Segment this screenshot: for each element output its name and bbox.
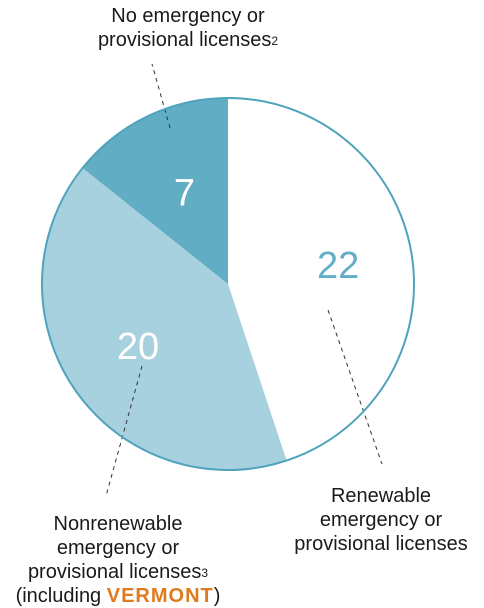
slice-value-renewable: 22 bbox=[317, 245, 359, 287]
leader-line-nonrenewable bbox=[105, 365, 143, 497]
including-prefix: (including bbox=[15, 585, 107, 607]
pie-slice-no-emergency bbox=[82, 98, 228, 284]
label-renewable-line-2: emergency or bbox=[319, 509, 443, 531]
slice-value-no-emergency: 7 bbox=[174, 173, 195, 215]
label-nonrenewable-line-2: emergency or bbox=[56, 537, 180, 559]
label-renewable: Renewable emergency or provisional licen… bbox=[278, 484, 484, 556]
label-nonrenewable-line-3-text: provisional licenses bbox=[27, 561, 202, 583]
pie-outline bbox=[41, 97, 415, 471]
label-nonrenewable-line-1: Nonrenewable bbox=[53, 513, 183, 535]
slice-value-nonrenewable: 20 bbox=[117, 326, 159, 368]
label-no-emergency-line-2-text: provisional licenses bbox=[97, 29, 272, 51]
label-no-emergency-line-1: No emergency or bbox=[111, 5, 265, 27]
label-renewable-line-3: provisional licenses bbox=[294, 533, 468, 555]
vermont-highlight: VERMONT bbox=[106, 585, 214, 607]
label-nonrenewable-line-4: (including VERMONT) bbox=[0, 584, 236, 608]
label-nonrenewable: Nonrenewable emergency or provisional li… bbox=[0, 512, 236, 608]
pie-slice-nonrenewable bbox=[42, 168, 287, 470]
label-no-emergency-line-2: provisional licenses2 bbox=[40, 28, 336, 52]
leader-line-renewable bbox=[327, 309, 383, 465]
label-nonrenewable-line-3: provisional licenses3 bbox=[0, 560, 236, 584]
footnote-3: 3 bbox=[201, 566, 209, 580]
pie-slice-renewable bbox=[228, 98, 414, 461]
footnote-2: 2 bbox=[271, 34, 279, 48]
label-no-emergency: No emergency or provisional licenses2 bbox=[40, 4, 336, 52]
label-renewable-line-1: Renewable bbox=[330, 485, 432, 507]
including-suffix: ) bbox=[213, 585, 221, 607]
leader-line-no-emergency bbox=[151, 63, 171, 129]
